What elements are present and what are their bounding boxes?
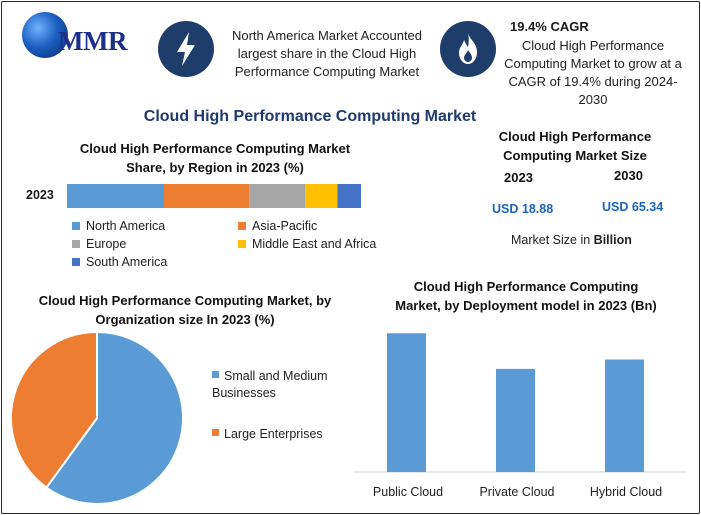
deployment-bar-private-cloud (496, 368, 535, 472)
market-size-year-2030: 2030 (614, 168, 643, 183)
region-segment-asia-pacific (164, 184, 250, 208)
region-legend: North America Asia-Pacific Europe Middle… (72, 219, 392, 275)
legend-north-america: North America (72, 219, 165, 233)
pie-slice-large-enterprises (10, 330, 98, 489)
cagr-label: 19.4% CAGR (510, 19, 589, 34)
market-size-year-2023: 2023 (504, 170, 533, 185)
market-size-value-2030: USD 65.34 (602, 200, 664, 214)
globe-icon (22, 12, 68, 58)
region-segment-middle-east-and-africa (305, 184, 338, 208)
main-title: Cloud High Performance Computing Market (143, 108, 477, 125)
legend-europe: Europe (72, 237, 126, 251)
bar-label-private-cloud: Private Cloud (479, 485, 555, 499)
legend-middle-east-africa: Middle East and Africa (238, 237, 376, 251)
region-stacked-bar (67, 184, 361, 208)
deployment-bar-hybrid-cloud (605, 359, 644, 472)
pie-legend-small-medium: Small and Medium Businesses (212, 369, 328, 400)
legend-asia-pacific: Asia-Pacific (238, 219, 317, 233)
organization-pie-chart (10, 330, 184, 505)
deployment-bar-chart (354, 333, 686, 473)
market-size-value-2023: USD 18.88 (492, 202, 554, 216)
market-size-note: Market Size in Billion (511, 233, 632, 247)
lightning-icon (158, 21, 214, 77)
north-america-fact: North America Market Accounted largest s… (231, 28, 423, 79)
organization-chart-title: Cloud High Performance Computing Market,… (38, 293, 332, 327)
flame-icon (440, 21, 496, 77)
cagr-fact: Cloud High Performance Computing Market … (504, 38, 682, 107)
legend-south-america: South America (72, 255, 167, 269)
logo-text: MMR (58, 26, 127, 56)
region-chart-title: Cloud High Performance Computing Market … (79, 141, 351, 175)
region-segment-north-america (67, 184, 165, 208)
pie-legend-large-enterprises: Large Enterprises (212, 426, 352, 443)
market-size-title: Cloud High Performance Computing Market … (498, 129, 652, 163)
deployment-bar-public-cloud (387, 333, 426, 472)
region-segment-europe (249, 184, 306, 208)
pie-slice-small-and-medium-businesses (45, 330, 184, 505)
deployment-chart-title: Cloud High Performance Computing Market,… (395, 279, 657, 313)
region-category-label: 2023 (26, 188, 54, 202)
bar-label-hybrid-cloud: Hybrid Cloud (589, 485, 663, 499)
region-segment-south-america (337, 184, 361, 208)
bar-label-public-cloud: Public Cloud (372, 485, 444, 499)
